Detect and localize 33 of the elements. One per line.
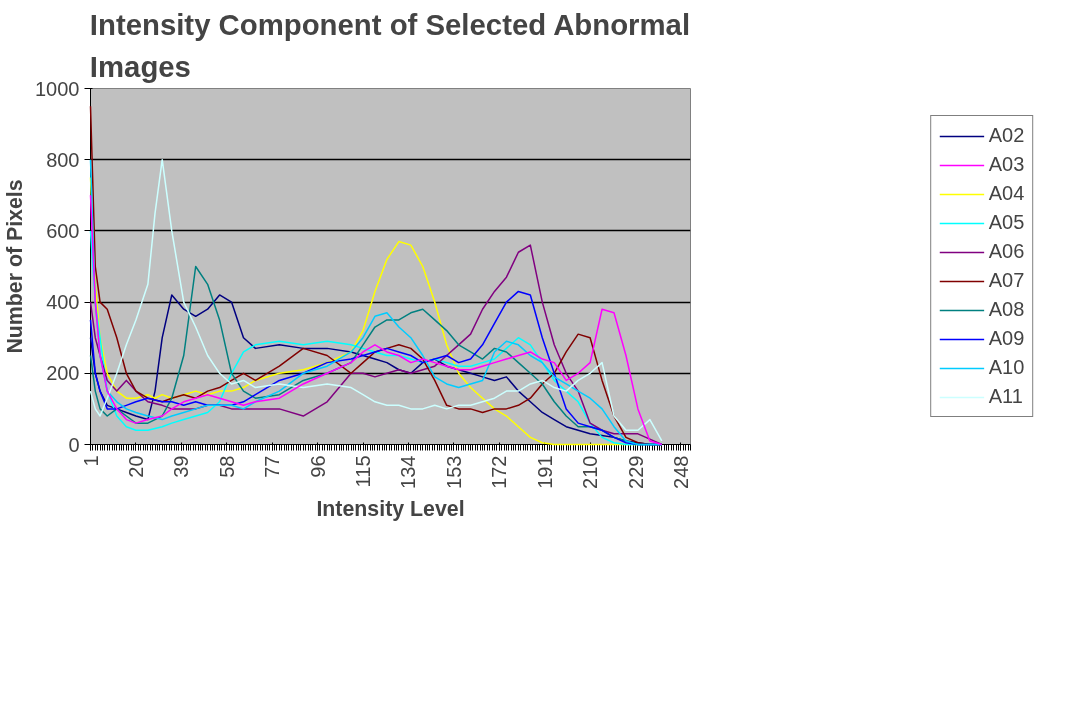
legend-label: A04 [988, 182, 1025, 205]
legend-label: A05 [988, 211, 1025, 234]
legend-label: A11 [988, 385, 1023, 408]
y-tick-label: 800 [46, 148, 80, 171]
x-axis-title: Intensity Level [316, 496, 465, 521]
x-tick-label: 153 [442, 455, 465, 489]
legend-label: A08 [988, 298, 1025, 321]
x-tick-label: 77 [261, 455, 284, 478]
legend-label: A09 [988, 327, 1025, 350]
legend-label: A06 [988, 240, 1025, 263]
legend-label: A03 [988, 153, 1025, 176]
x-tick-label: 210 [579, 455, 602, 489]
x-tick-label: 39 [170, 455, 193, 478]
x-tick-label: 229 [624, 455, 647, 489]
y-tick-label: 400 [46, 291, 80, 314]
legend-label: A07 [988, 269, 1025, 292]
legend-label: A10 [988, 356, 1025, 379]
x-tick-label: 248 [669, 455, 692, 489]
x-tick-label: 58 [215, 455, 238, 478]
x-tick-label: 191 [533, 455, 556, 489]
x-tick-label: 1 [79, 455, 102, 467]
legend-label: A02 [988, 124, 1025, 147]
y-tick-label: 200 [46, 362, 80, 385]
x-tick-label: 96 [306, 455, 329, 478]
x-tick-label: 20 [124, 455, 147, 478]
y-tick-label: 0 [68, 433, 80, 456]
y-tick-label: 1000 [35, 77, 80, 100]
x-tick-label: 134 [397, 455, 420, 489]
y-tick-label: 600 [46, 219, 80, 242]
x-tick-label: 172 [488, 455, 511, 489]
x-tick-label: 115 [352, 455, 375, 488]
chart-title: Intensity Component of Selected Abnormal Images [89, 7, 691, 84]
y-axis-title: Number of Pixels [3, 179, 28, 354]
